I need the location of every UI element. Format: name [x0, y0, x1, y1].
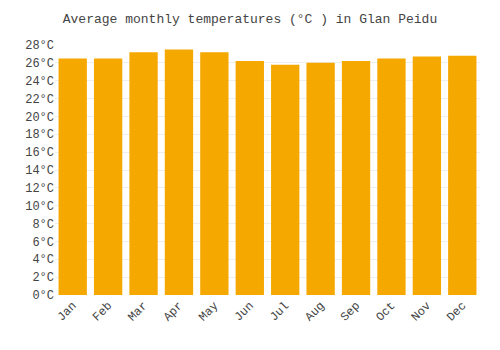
svg-text:10°C: 10°C	[25, 200, 54, 214]
svg-text:Mar: Mar	[125, 299, 150, 324]
svg-text:May: May	[196, 299, 221, 324]
svg-text:Sep: Sep	[338, 299, 363, 324]
svg-text:Average monthly temperatures (: Average monthly temperatures (°C ) in Gl…	[63, 12, 437, 27]
svg-text:Aug: Aug	[303, 299, 328, 324]
svg-text:Jul: Jul	[267, 299, 292, 324]
svg-text:2°C: 2°C	[32, 271, 54, 285]
svg-text:Oct: Oct	[373, 299, 398, 324]
svg-text:14°C: 14°C	[25, 164, 54, 178]
svg-text:24°C: 24°C	[25, 75, 54, 89]
svg-text:Jan: Jan	[55, 299, 80, 324]
svg-text:Feb: Feb	[90, 299, 115, 324]
svg-text:20°C: 20°C	[25, 111, 54, 125]
svg-text:4°C: 4°C	[32, 253, 54, 267]
svg-text:12°C: 12°C	[25, 182, 54, 196]
svg-text:22°C: 22°C	[25, 93, 54, 107]
svg-text:6°C: 6°C	[32, 236, 54, 250]
svg-text:26°C: 26°C	[25, 57, 54, 71]
svg-text:Dec: Dec	[444, 299, 469, 324]
svg-text:28°C: 28°C	[25, 39, 54, 53]
svg-text:Nov: Nov	[409, 299, 434, 324]
svg-text:Apr: Apr	[161, 299, 186, 324]
svg-text:0°C: 0°C	[32, 289, 54, 303]
svg-text:18°C: 18°C	[25, 128, 54, 142]
svg-text:Jun: Jun	[232, 299, 257, 324]
svg-text:16°C: 16°C	[25, 146, 54, 160]
svg-text:8°C: 8°C	[32, 218, 54, 232]
